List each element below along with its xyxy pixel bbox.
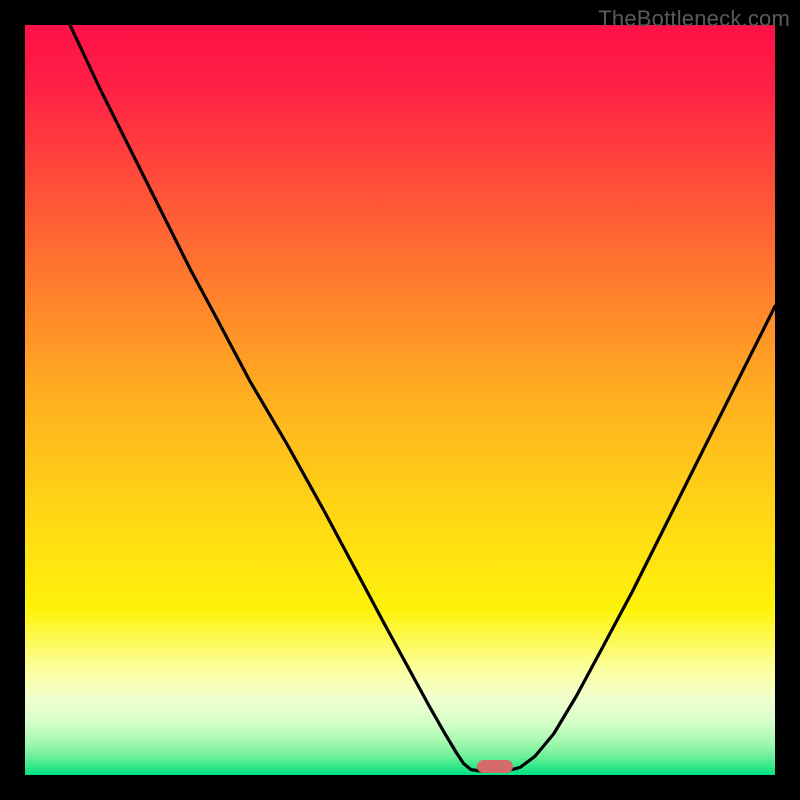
watermark-text: TheBottleneck.com — [598, 6, 790, 32]
chart-container: TheBottleneck.com — [0, 0, 800, 800]
optimum-marker — [477, 760, 513, 773]
plot-area — [25, 25, 775, 775]
bottleneck-curve — [25, 25, 775, 775]
